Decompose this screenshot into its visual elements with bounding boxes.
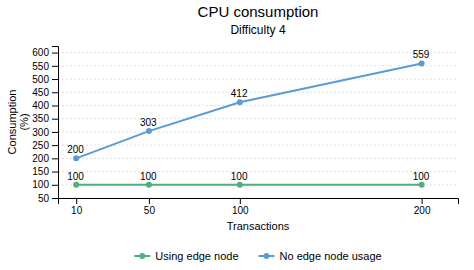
x-tick-label: 50 xyxy=(144,205,156,216)
chart: CPU consumptionDifficulty 41050100200501… xyxy=(0,0,474,270)
y-axis-label-line: (%) xyxy=(18,113,30,130)
y-tick-label: 550 xyxy=(32,61,49,72)
y-tick: 400 xyxy=(32,100,58,111)
y-tick-mark xyxy=(52,79,58,80)
grid-line xyxy=(58,158,458,159)
x-tick-label: 200 xyxy=(414,205,431,216)
grid-line xyxy=(58,184,458,185)
y-tick-label: 500 xyxy=(32,74,49,85)
data-label: 412 xyxy=(231,88,248,99)
y-tick-mark xyxy=(52,105,58,106)
x-axis-line xyxy=(59,199,459,205)
x-tick-mark xyxy=(240,198,241,204)
marker xyxy=(146,128,152,134)
grid-line xyxy=(58,92,458,93)
marker xyxy=(419,182,425,188)
data-label: 100 xyxy=(231,171,248,182)
y-tick-mark xyxy=(52,145,58,146)
data-labels: 100 100 100 100 200 303 412 559 xyxy=(67,49,430,181)
y-axis-line xyxy=(52,47,59,199)
data-label: 100 xyxy=(140,171,157,182)
y-tick-mark xyxy=(52,132,58,133)
y-tick: 450 xyxy=(32,87,58,98)
line xyxy=(76,63,421,158)
marks xyxy=(73,60,424,187)
y-tick-label: 300 xyxy=(32,127,49,138)
y-axis: 50 100 150 200 250 300 350 400 450 500 550 600 xyxy=(32,47,58,204)
x-tick-mark xyxy=(149,198,150,204)
y-tick-mark xyxy=(52,198,58,199)
subtitle: Difficulty 4 xyxy=(230,23,285,37)
y-tick: 300 xyxy=(32,127,58,138)
y-tick-mark xyxy=(52,185,58,186)
y-tick: 550 xyxy=(32,61,58,72)
y-tick: 600 xyxy=(32,47,58,58)
data-label: 559 xyxy=(413,49,430,60)
y-tick-label: 350 xyxy=(32,113,49,124)
title: CPU consumption xyxy=(198,3,319,20)
y-axis-label: Consumption(%) xyxy=(6,90,30,155)
y-tick-label: 50 xyxy=(38,193,50,204)
x-tick-mark xyxy=(422,198,423,204)
y-tick-label: 250 xyxy=(32,140,49,151)
marker xyxy=(73,182,79,188)
grid-line xyxy=(58,131,458,132)
y-tick-label: 150 xyxy=(32,166,49,177)
grid-line xyxy=(58,65,458,66)
y-tick-label: 400 xyxy=(32,100,49,111)
data-label: 100 xyxy=(67,171,84,182)
x-axis: 10 50 100 200 xyxy=(59,198,459,216)
marker xyxy=(237,99,243,105)
x-tick-label: 10 xyxy=(71,205,83,216)
y-tick-mark xyxy=(52,119,58,120)
x-tick: 100 xyxy=(232,198,249,216)
data-label: 200 xyxy=(67,144,84,155)
y-tick: 200 xyxy=(32,153,58,164)
legend-item: Using edge node xyxy=(134,250,238,262)
legend-item: No edge node usage xyxy=(259,250,382,262)
grid-line xyxy=(58,79,458,80)
y-tick-label: 100 xyxy=(32,179,49,190)
x-tick: 200 xyxy=(414,198,431,216)
grid-line xyxy=(58,171,458,172)
x-tick-mark xyxy=(76,198,77,204)
y-tick-mark xyxy=(52,92,58,93)
x-axis-label: Transactions xyxy=(227,220,290,232)
y-tick: 100 xyxy=(32,179,58,190)
y-tick: 150 xyxy=(32,166,58,177)
data-label: 303 xyxy=(140,117,157,128)
y-tick-mark xyxy=(52,53,58,54)
data-label: 100 xyxy=(413,171,430,182)
marker xyxy=(419,60,425,66)
y-tick-mark xyxy=(52,66,58,67)
y-tick: 50 xyxy=(38,193,58,204)
legend-label: No edge node usage xyxy=(280,250,382,262)
legend: Using edge node No edge node usage xyxy=(134,250,381,262)
marker xyxy=(146,182,152,188)
grid xyxy=(58,53,458,198)
line xyxy=(76,184,421,186)
marker xyxy=(237,182,243,188)
grid-line xyxy=(58,118,458,119)
y-tick-mark xyxy=(52,158,58,159)
y-axis-label-line: Consumption xyxy=(6,90,18,155)
y-tick-mark xyxy=(52,172,58,173)
x-tick: 50 xyxy=(144,198,156,216)
legend-marker xyxy=(139,253,145,259)
marker xyxy=(73,155,79,161)
y-tick-label: 450 xyxy=(32,87,49,98)
y-tick: 250 xyxy=(32,140,58,151)
x-tick-label: 100 xyxy=(232,205,249,216)
plot: 1050100200501001502002503003504004505005… xyxy=(32,47,458,217)
grid-line xyxy=(58,145,458,146)
x-tick: 10 xyxy=(71,198,83,216)
legend-label: Using edge node xyxy=(155,250,238,262)
y-tick-label: 200 xyxy=(32,153,49,164)
y-tick: 500 xyxy=(32,74,58,85)
y-tick-label: 600 xyxy=(32,47,49,58)
grid-line xyxy=(58,52,458,53)
y-tick: 350 xyxy=(32,113,58,124)
legend-marker xyxy=(264,253,270,259)
grid-line xyxy=(58,105,458,106)
